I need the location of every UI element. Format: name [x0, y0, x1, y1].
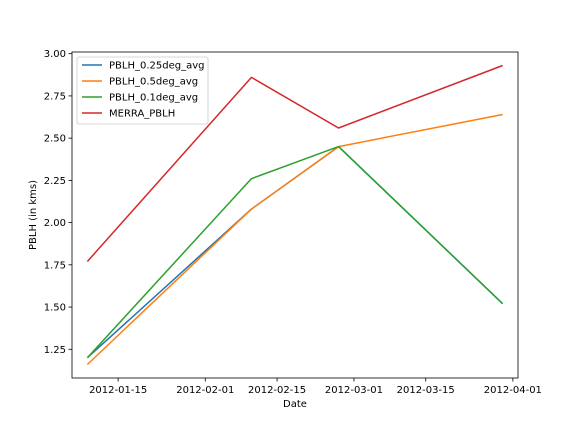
legend-label-1: PBLH_0.5deg_avg	[109, 77, 198, 88]
y-axis-ticks: 1.25 1.50 1.75 2.00 2.25 2.50 2.75 3.00	[44, 49, 72, 356]
series-line-3	[86, 64, 503, 262]
series-layer	[86, 64, 504, 366]
legend-box	[76, 56, 209, 125]
y-tick-label: 2.00	[44, 218, 66, 229]
y-tick-label: 2.50	[44, 134, 66, 145]
x-tick-label: 2012-03-15	[397, 385, 455, 396]
y-tick-label: 1.25	[44, 345, 66, 356]
y-tick-label: 3.00	[44, 49, 66, 60]
legend-label-3: MERRA_PBLH	[109, 109, 175, 120]
legend: PBLH_0.25deg_avg PBLH_0.5deg_avg PBLH_0.1d…	[76, 56, 209, 125]
y-tick-label: 2.25	[44, 176, 66, 187]
y-axis-label: PBLH (in kms)	[28, 180, 39, 250]
y-tick-label: 1.50	[44, 303, 66, 314]
x-tick-label: 2012-01-15	[89, 385, 147, 396]
x-axis-label: Date	[283, 399, 307, 410]
plot-frame	[71, 51, 519, 379]
x-tick-label: 2012-04-01	[484, 385, 542, 396]
x-tick-label: 2012-02-15	[248, 385, 306, 396]
x-tick-label: 2012-03-01	[325, 385, 383, 396]
y-tick-label: 2.75	[44, 91, 66, 102]
legend-label-0: PBLH_0.25deg_avg	[109, 61, 205, 72]
series-line-2	[86, 145, 504, 359]
legend-entries: PBLH_0.25deg_avg PBLH_0.5deg_avg PBLH_0.1d…	[82, 61, 205, 120]
y-tick-label: 1.75	[44, 260, 66, 271]
x-axis-ticks: 2012-01-15 2012-02-01 2012-02-15 2012-03-01…	[89, 378, 542, 396]
series-line-1	[86, 113, 503, 366]
legend-label-2: PBLH_0.1deg_avg	[109, 93, 198, 104]
x-tick-label: 2012-02-01	[176, 385, 234, 396]
